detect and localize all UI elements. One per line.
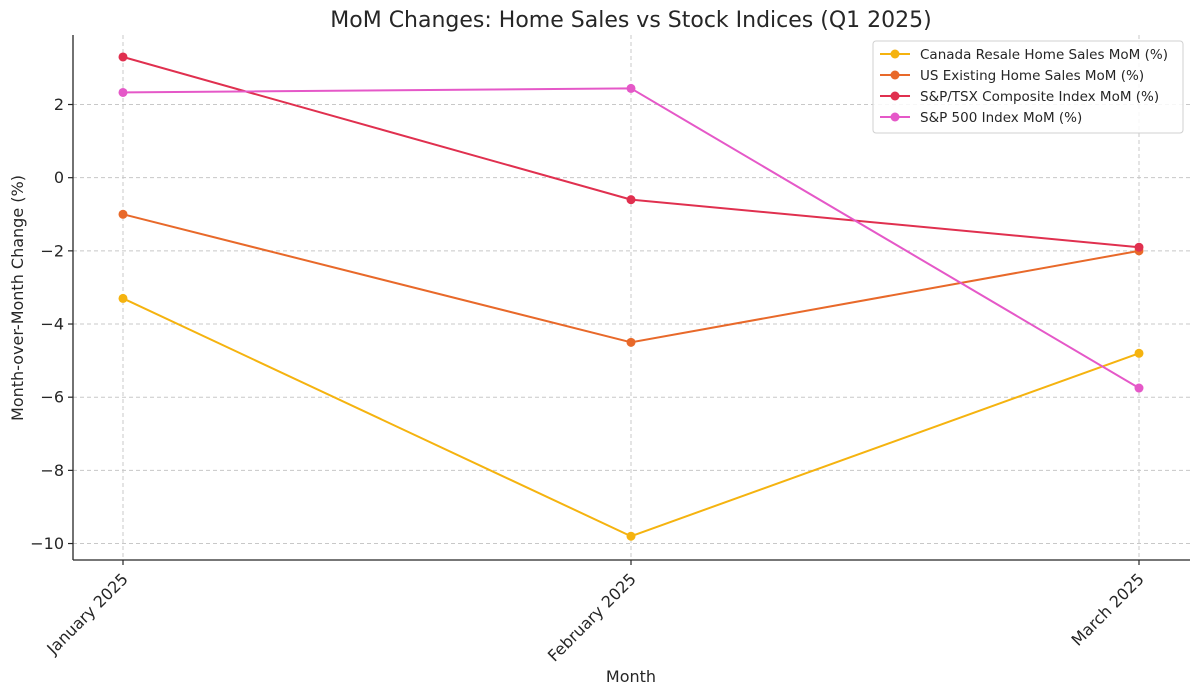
y-tick-label: −2 bbox=[40, 241, 64, 260]
data-point bbox=[118, 52, 128, 62]
data-point bbox=[626, 195, 636, 205]
chart-title: MoM Changes: Home Sales vs Stock Indices… bbox=[330, 8, 931, 33]
x-axis-label: Month bbox=[606, 667, 656, 686]
legend-marker bbox=[890, 112, 900, 122]
x-tick-label: February 2025 bbox=[544, 569, 640, 665]
series bbox=[118, 52, 1144, 541]
legend-label: Canada Resale Home Sales MoM (%) bbox=[920, 47, 1168, 63]
ticks: −10 −8 −6 −4 −2 0 2 January 2025 February 2025 Ma… bbox=[30, 95, 1148, 665]
data-point bbox=[626, 83, 636, 93]
x-tick-label: January 2025 bbox=[42, 569, 131, 658]
data-point bbox=[626, 531, 636, 541]
y-axis-label: Month-over-Month Change (%) bbox=[8, 175, 27, 421]
x-tick-label: March 2025 bbox=[1068, 569, 1148, 649]
y-tick-label: 0 bbox=[54, 168, 64, 187]
data-point bbox=[118, 87, 128, 97]
legend-box bbox=[872, 40, 1184, 134]
legend: Canada Resale Home Sales MoM (%) US Exist… bbox=[872, 40, 1184, 134]
legend-marker bbox=[890, 91, 900, 101]
data-point bbox=[118, 293, 128, 303]
legend-label: US Existing Home Sales MoM (%) bbox=[920, 68, 1144, 84]
legend-marker bbox=[890, 70, 900, 80]
legend-marker bbox=[890, 49, 900, 59]
data-point bbox=[1134, 348, 1144, 358]
data-point bbox=[1134, 383, 1144, 393]
data-point bbox=[1134, 242, 1144, 252]
y-tick-label: −6 bbox=[40, 388, 64, 407]
y-tick-label: −4 bbox=[40, 315, 64, 334]
y-tick-label: −10 bbox=[30, 534, 64, 553]
y-tick-label: 2 bbox=[54, 95, 64, 114]
y-tick-label: −8 bbox=[40, 461, 64, 480]
data-point bbox=[626, 337, 636, 347]
data-point bbox=[118, 209, 128, 219]
legend-label: S&P 500 Index MoM (%) bbox=[920, 110, 1082, 126]
legend-label: S&P/TSX Composite Index MoM (%) bbox=[920, 89, 1159, 105]
